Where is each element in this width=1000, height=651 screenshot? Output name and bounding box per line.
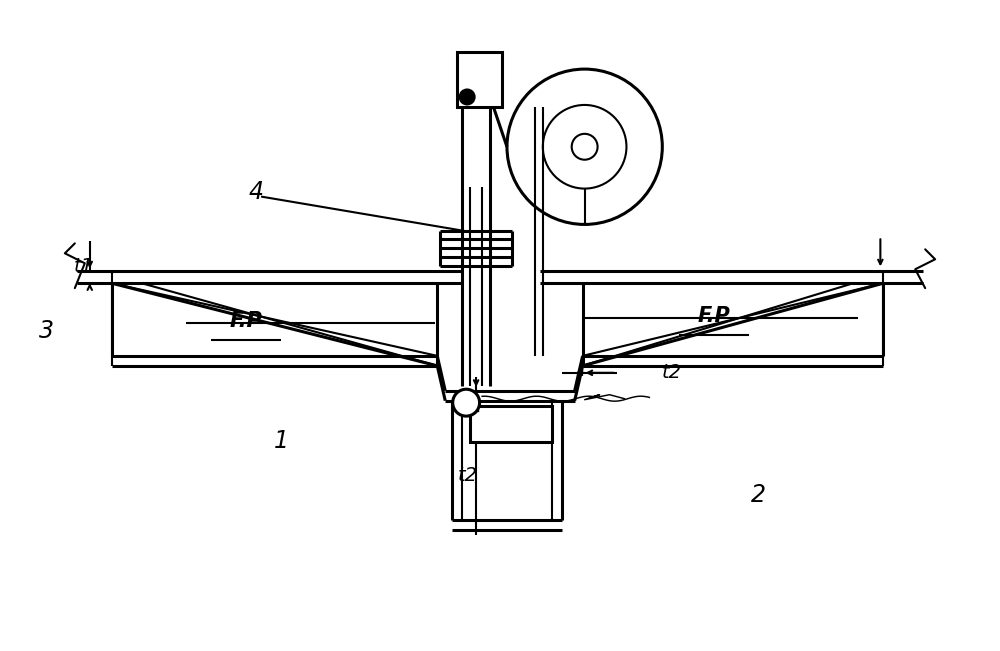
- Circle shape: [460, 89, 475, 104]
- Text: 4: 4: [249, 180, 264, 204]
- Text: F.P: F.P: [230, 311, 262, 331]
- Circle shape: [453, 389, 480, 416]
- FancyBboxPatch shape: [470, 406, 552, 443]
- Text: t2: t2: [661, 363, 681, 382]
- FancyBboxPatch shape: [457, 52, 502, 107]
- Text: 1: 1: [273, 428, 288, 452]
- Text: t1: t1: [74, 256, 94, 276]
- Text: t2: t2: [458, 466, 478, 485]
- Text: 3: 3: [39, 319, 54, 343]
- Text: 2: 2: [751, 483, 766, 507]
- Text: F.P: F.P: [698, 306, 730, 326]
